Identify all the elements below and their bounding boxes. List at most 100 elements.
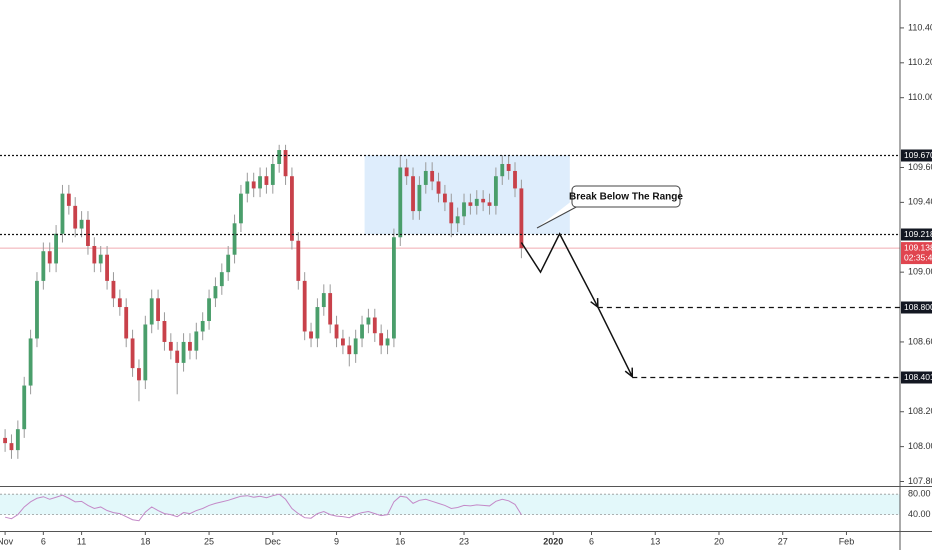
y-tick-label: 110.000 — [908, 92, 932, 102]
candle-body — [79, 219, 84, 229]
candle-body — [417, 184, 422, 212]
candle-body — [442, 193, 447, 203]
level-label: 109.218 — [904, 229, 932, 239]
candle-body — [347, 345, 352, 355]
last-price-label: 109.138 — [904, 242, 932, 252]
candle-body — [54, 233, 59, 264]
candle-body — [309, 331, 313, 339]
candle-body — [41, 251, 46, 281]
candle-body — [111, 280, 116, 299]
x-tick-label: Dec — [265, 536, 282, 546]
countdown-label: 02:35:42 — [904, 252, 932, 262]
x-tick-label: 2020 — [543, 536, 563, 546]
x-tick-label: 20 — [714, 536, 724, 546]
callout-text: Break Below The Range — [569, 192, 683, 203]
candle-body — [353, 338, 358, 355]
candle-body — [296, 240, 301, 281]
candle-body — [181, 341, 186, 363]
candle-body — [379, 333, 384, 346]
projection-path — [520, 232, 633, 377]
candle-body — [188, 341, 192, 351]
candle-body — [175, 350, 180, 363]
candle-body — [219, 272, 224, 287]
candle-body — [360, 324, 364, 339]
level-label: 108.800 — [904, 302, 932, 312]
candle-body — [226, 254, 231, 273]
level-label-box — [901, 228, 932, 241]
candle-body — [334, 324, 339, 339]
candle-body — [366, 317, 371, 325]
candle-body — [430, 170, 435, 182]
candle-body — [137, 368, 141, 381]
x-tick-label: 6 — [589, 536, 594, 546]
y-tick-label: 108.600 — [908, 336, 932, 346]
candle-body — [66, 193, 71, 206]
x-tick-label: 23 — [459, 536, 469, 546]
rsi-tick-label: 80.00 — [908, 489, 931, 499]
level-label: 109.670 — [904, 150, 932, 160]
candle-body — [162, 321, 167, 342]
level-label: 108.401 — [904, 372, 932, 382]
candle-body — [117, 298, 122, 308]
candle-body — [156, 298, 160, 322]
candle-body — [213, 286, 218, 299]
x-tick-label: Feb — [839, 536, 855, 546]
y-tick-label: 109.400 — [908, 197, 932, 207]
x-tick-label: 13 — [650, 536, 660, 546]
candle-body — [436, 181, 441, 194]
x-tick-label: 6 — [41, 536, 46, 546]
x-tick-label: 18 — [140, 536, 150, 546]
candle-body — [455, 216, 460, 224]
candle-body — [60, 193, 65, 234]
candle-body — [86, 219, 90, 246]
candle-body — [283, 150, 288, 177]
last-price-box — [901, 242, 932, 265]
arrowhead — [624, 367, 634, 379]
range-box — [364, 155, 570, 235]
candle-body — [35, 280, 39, 339]
candle-body — [258, 176, 262, 189]
level-label-box — [901, 371, 932, 384]
candle-body — [3, 437, 8, 444]
arrowhead — [590, 298, 599, 309]
candle-body — [385, 338, 390, 346]
candle-body — [391, 237, 396, 339]
candle-body — [245, 181, 250, 194]
candle-body — [372, 317, 377, 334]
callout-box — [571, 185, 681, 208]
candle-body — [493, 176, 498, 206]
y-tick-label: 108.000 — [908, 441, 932, 451]
candle-body — [207, 298, 211, 322]
candle-body — [143, 324, 148, 381]
candle-body — [487, 202, 492, 206]
candle-body — [200, 321, 205, 332]
candle-body — [98, 254, 103, 264]
candle-body — [474, 198, 479, 206]
y-tick-label: 107.800 — [908, 476, 932, 486]
x-tick-label: 11 — [77, 536, 86, 546]
candle-body — [92, 245, 97, 264]
y-tick-label: 109.600 — [908, 162, 932, 172]
candle-body — [270, 163, 275, 185]
candle-body — [398, 167, 403, 238]
rsi-line — [4, 493, 522, 522]
candle-body — [73, 205, 78, 229]
candle-body — [22, 385, 27, 430]
candle-body — [321, 293, 326, 308]
candle-body — [302, 280, 307, 332]
x-tick-label: 27 — [778, 536, 788, 546]
callout: Break Below The Range — [536, 185, 683, 229]
candle-body — [168, 341, 173, 351]
candle-body — [149, 298, 154, 325]
level-label-box — [901, 149, 932, 162]
candle-body — [519, 188, 524, 249]
candle-body — [277, 150, 282, 164]
candle-body — [124, 307, 129, 339]
x-tick-label: Nov — [0, 536, 14, 546]
candle-body — [506, 163, 511, 171]
y-tick-label: 110.400 — [908, 22, 932, 32]
candle-body — [264, 176, 269, 185]
y-tick-label: 110.200 — [908, 57, 932, 67]
